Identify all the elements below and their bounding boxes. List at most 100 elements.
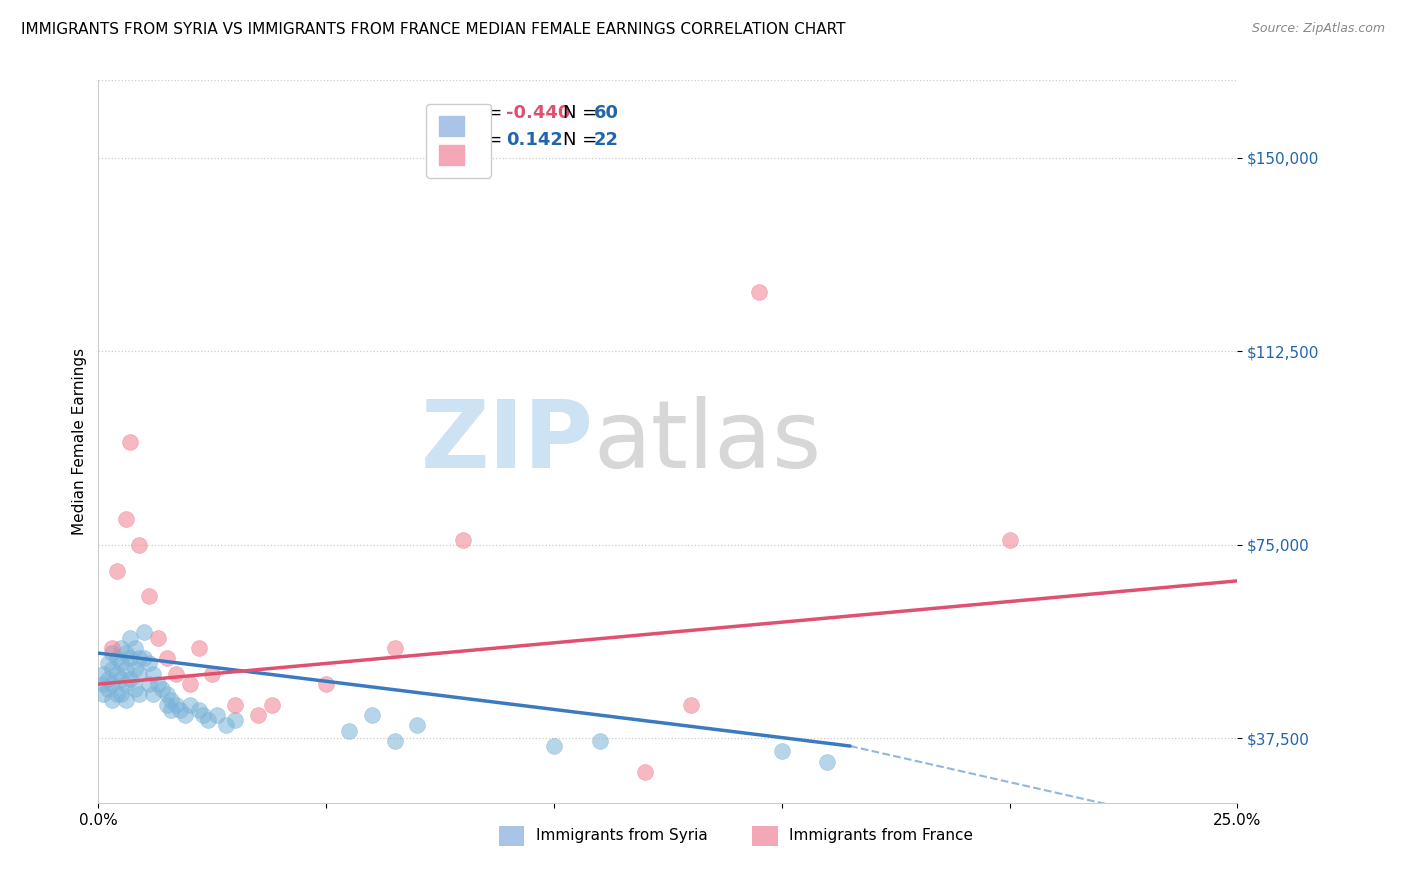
Point bbox=[91, 666, 114, 681]
Text: IMMIGRANTS FROM SYRIA VS IMMIGRANTS FROM FRANCE MEDIAN FEMALE EARNINGS CORRELATI: IMMIGRANTS FROM SYRIA VS IMMIGRANTS FROM… bbox=[21, 22, 845, 37]
Point bbox=[384, 734, 406, 748]
Point bbox=[187, 703, 209, 717]
Point bbox=[201, 666, 224, 681]
Point bbox=[169, 703, 191, 717]
Point bbox=[96, 682, 118, 697]
Point bbox=[174, 708, 197, 723]
Point bbox=[120, 434, 142, 449]
Point bbox=[114, 512, 136, 526]
Point bbox=[748, 285, 770, 299]
Point bbox=[451, 533, 474, 547]
Point bbox=[246, 708, 269, 723]
Point bbox=[128, 651, 150, 665]
Point bbox=[105, 651, 128, 665]
Point bbox=[105, 666, 128, 681]
Point bbox=[124, 640, 146, 655]
Point bbox=[634, 764, 657, 779]
Point bbox=[110, 672, 132, 686]
Point bbox=[146, 631, 169, 645]
Point bbox=[179, 698, 201, 712]
Point bbox=[128, 538, 150, 552]
Point bbox=[406, 718, 429, 732]
Point bbox=[114, 677, 136, 691]
Point bbox=[101, 692, 124, 706]
Point bbox=[588, 734, 610, 748]
Point bbox=[114, 646, 136, 660]
Text: Immigrants from Syria: Immigrants from Syria bbox=[536, 829, 707, 843]
Point bbox=[165, 666, 187, 681]
Point bbox=[101, 640, 124, 655]
Text: ZIP: ZIP bbox=[420, 395, 593, 488]
Text: atlas: atlas bbox=[593, 395, 823, 488]
Bar bbox=[499, 826, 524, 846]
Text: R =: R = bbox=[468, 103, 508, 122]
Point bbox=[197, 713, 219, 727]
Text: R =: R = bbox=[468, 130, 508, 149]
Point bbox=[91, 677, 114, 691]
Text: 60: 60 bbox=[593, 103, 619, 122]
Point bbox=[179, 677, 201, 691]
Text: 22: 22 bbox=[593, 130, 619, 149]
Point bbox=[998, 533, 1021, 547]
Point bbox=[205, 708, 228, 723]
Point bbox=[156, 687, 179, 701]
Bar bbox=[752, 826, 778, 846]
Point bbox=[128, 687, 150, 701]
Point bbox=[187, 640, 209, 655]
Point bbox=[156, 698, 179, 712]
Point bbox=[105, 687, 128, 701]
Point bbox=[96, 672, 118, 686]
Point bbox=[193, 708, 215, 723]
Point bbox=[114, 662, 136, 676]
Point bbox=[360, 708, 382, 723]
Point bbox=[770, 744, 793, 758]
Point bbox=[101, 662, 124, 676]
Point bbox=[132, 651, 155, 665]
Point bbox=[224, 713, 246, 727]
Point bbox=[384, 640, 406, 655]
Point bbox=[224, 698, 246, 712]
Point bbox=[120, 631, 142, 645]
Point bbox=[160, 692, 183, 706]
Point bbox=[146, 677, 169, 691]
Point bbox=[315, 677, 337, 691]
Point bbox=[160, 703, 183, 717]
Point bbox=[138, 657, 160, 671]
Point bbox=[128, 666, 150, 681]
Point bbox=[815, 755, 838, 769]
Point bbox=[101, 677, 124, 691]
Point bbox=[96, 657, 118, 671]
Point bbox=[120, 651, 142, 665]
Text: Source: ZipAtlas.com: Source: ZipAtlas.com bbox=[1251, 22, 1385, 36]
Point bbox=[138, 590, 160, 604]
Text: N =: N = bbox=[562, 103, 603, 122]
Text: 0.142: 0.142 bbox=[506, 130, 562, 149]
Point bbox=[91, 687, 114, 701]
Point bbox=[124, 682, 146, 697]
Point bbox=[679, 698, 702, 712]
Text: -0.440: -0.440 bbox=[506, 103, 571, 122]
Point bbox=[150, 682, 173, 697]
Text: N =: N = bbox=[562, 130, 603, 149]
Point bbox=[142, 666, 165, 681]
Point bbox=[138, 677, 160, 691]
Point bbox=[110, 687, 132, 701]
Point bbox=[337, 723, 360, 738]
Point bbox=[260, 698, 283, 712]
Point bbox=[101, 646, 124, 660]
Point bbox=[165, 698, 187, 712]
Y-axis label: Median Female Earnings: Median Female Earnings bbox=[72, 348, 87, 535]
Point bbox=[132, 625, 155, 640]
Legend: , : , bbox=[426, 103, 491, 178]
Point bbox=[105, 564, 128, 578]
Point bbox=[124, 662, 146, 676]
Point bbox=[120, 672, 142, 686]
Text: Immigrants from France: Immigrants from France bbox=[789, 829, 973, 843]
Point bbox=[156, 651, 179, 665]
Point bbox=[114, 692, 136, 706]
Point bbox=[543, 739, 565, 753]
Point bbox=[110, 640, 132, 655]
Point bbox=[110, 657, 132, 671]
Point bbox=[142, 687, 165, 701]
Point bbox=[215, 718, 238, 732]
